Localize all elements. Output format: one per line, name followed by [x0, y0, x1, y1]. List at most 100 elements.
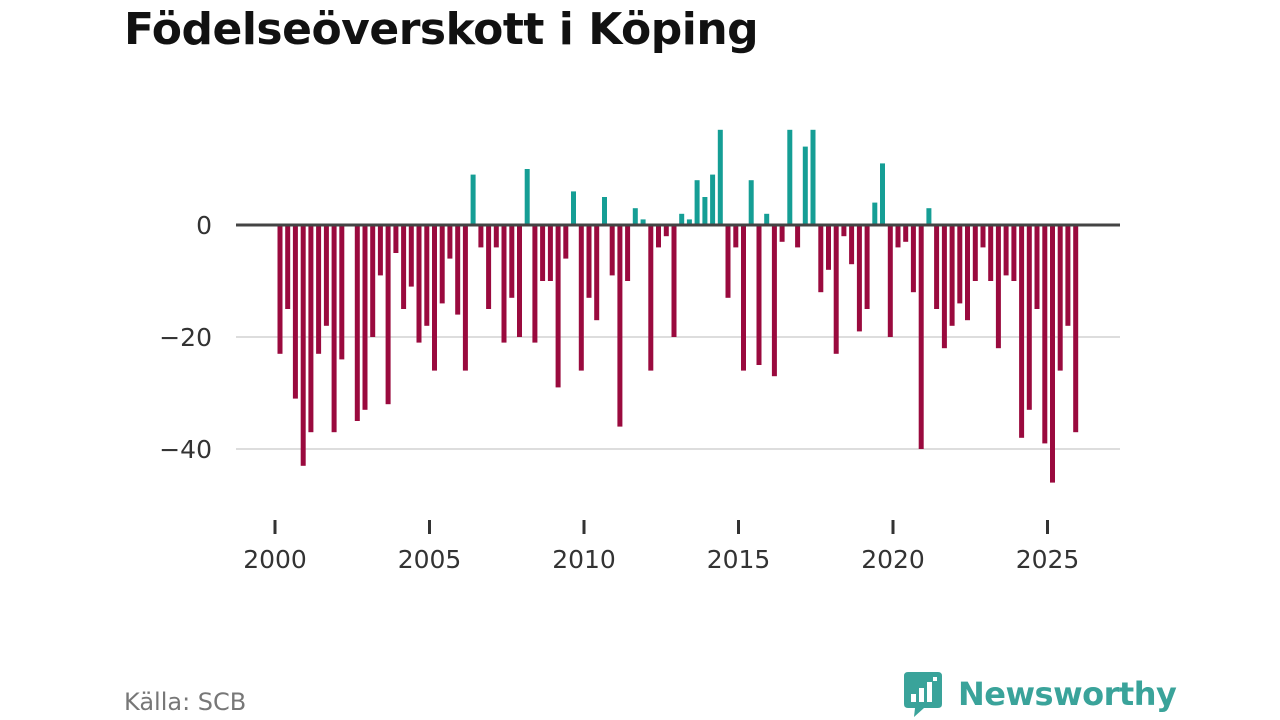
bar: [540, 225, 546, 281]
bar: [586, 225, 592, 298]
bar: [679, 213, 685, 225]
bar: [439, 225, 445, 304]
bar: [501, 225, 507, 343]
bar: [354, 225, 360, 421]
x-tick-label: 2000: [243, 545, 307, 574]
bar: [416, 225, 422, 343]
bar: [408, 225, 414, 287]
bar: [980, 225, 986, 248]
bar: [571, 191, 576, 225]
bar: [725, 225, 731, 298]
bar: [656, 225, 661, 248]
bar: [478, 225, 484, 248]
bar: [1042, 225, 1048, 444]
bar: [988, 225, 994, 281]
bar: [1050, 225, 1055, 483]
bar: [887, 225, 893, 337]
bar: [401, 225, 407, 309]
bar: [663, 225, 669, 237]
x-tick-label: 2025: [1016, 545, 1080, 574]
bar: [686, 219, 692, 225]
bar: [632, 208, 638, 225]
source-label: Källa: SCB: [124, 688, 247, 716]
bar: [717, 129, 723, 225]
bar: [818, 225, 824, 293]
bar: [1057, 225, 1063, 371]
grid-lines: [236, 336, 1120, 450]
bar: [941, 225, 947, 349]
x-tick-label: 2005: [398, 545, 462, 574]
bar: [532, 225, 538, 343]
bar: [432, 225, 437, 371]
bar: [393, 225, 399, 253]
bar: [292, 225, 298, 399]
bar: [1034, 225, 1040, 309]
bar: [640, 219, 646, 225]
bar: [802, 146, 808, 225]
newsworthy-logo-icon: [904, 672, 942, 717]
bar: [1065, 225, 1071, 326]
bar-chart: 0 −20 −40 2000 2005 2010 2015 2020 2025: [159, 129, 1120, 574]
bar: [849, 225, 855, 265]
x-tick-label: 2010: [552, 545, 616, 574]
bar: [972, 225, 978, 281]
bar: [671, 225, 677, 337]
bar: [694, 180, 700, 225]
bar: [370, 225, 376, 337]
bar: [609, 225, 615, 276]
bar: [447, 225, 453, 259]
bar: [1073, 225, 1079, 433]
bar: [864, 225, 870, 309]
bar: [277, 225, 283, 354]
bar: [509, 225, 515, 298]
bar: [285, 225, 291, 309]
bar: [617, 225, 623, 427]
bar: [555, 225, 561, 388]
bar: [602, 197, 607, 225]
bar: [462, 225, 468, 371]
bar: [625, 225, 631, 281]
bar: [741, 225, 746, 371]
bar: [903, 225, 909, 242]
bar: [880, 163, 885, 225]
bar: [1003, 225, 1009, 276]
bar: [764, 213, 770, 225]
bar: [771, 225, 777, 377]
brand-logo: Newsworthy: [902, 670, 1177, 718]
bar: [733, 225, 739, 248]
bar: [362, 225, 368, 410]
bar: [547, 225, 553, 281]
y-axis-ticks: 0 −20 −40: [159, 211, 212, 464]
bar: [710, 174, 716, 225]
chart-title: Födelseöverskott i Köping: [124, 4, 759, 55]
bar: [926, 208, 932, 225]
bar: [856, 225, 862, 332]
bar: [308, 225, 314, 433]
y-tick-label: −20: [159, 323, 212, 352]
bar: [470, 174, 476, 225]
bars: [277, 129, 1079, 483]
bar: [841, 225, 847, 237]
bar: [486, 225, 492, 309]
bar: [1026, 225, 1032, 410]
bar: [949, 225, 955, 326]
bar: [934, 225, 940, 309]
bar: [872, 202, 878, 225]
bar: [323, 225, 329, 326]
bar: [316, 225, 322, 354]
bar: [455, 225, 461, 315]
bar: [779, 225, 785, 242]
bar: [965, 225, 970, 321]
bar: [424, 225, 430, 326]
x-tick-label: 2015: [707, 545, 771, 574]
bar: [493, 225, 499, 248]
bar: [826, 225, 831, 270]
brand-name: Newsworthy: [958, 675, 1177, 713]
bar: [957, 225, 963, 304]
bar: [895, 225, 901, 248]
bar: [833, 225, 839, 354]
y-tick-label: 0: [196, 211, 212, 240]
bar: [756, 225, 762, 365]
bar: [331, 225, 337, 433]
bar: [648, 225, 654, 371]
